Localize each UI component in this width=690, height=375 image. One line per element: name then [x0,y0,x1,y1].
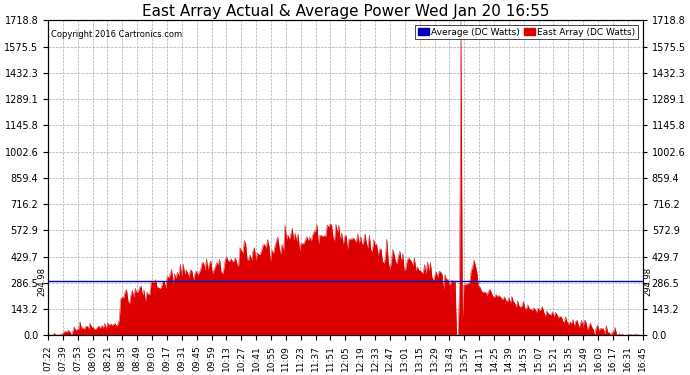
Text: Copyright 2016 Cartronics.com: Copyright 2016 Cartronics.com [51,30,182,39]
Text: 294.98: 294.98 [38,267,47,296]
Title: East Array Actual & Average Power Wed Jan 20 16:55: East Array Actual & Average Power Wed Ja… [141,4,549,19]
Legend: Average (DC Watts), East Array (DC Watts): Average (DC Watts), East Array (DC Watts… [415,25,638,39]
Text: 294.98: 294.98 [644,267,653,296]
